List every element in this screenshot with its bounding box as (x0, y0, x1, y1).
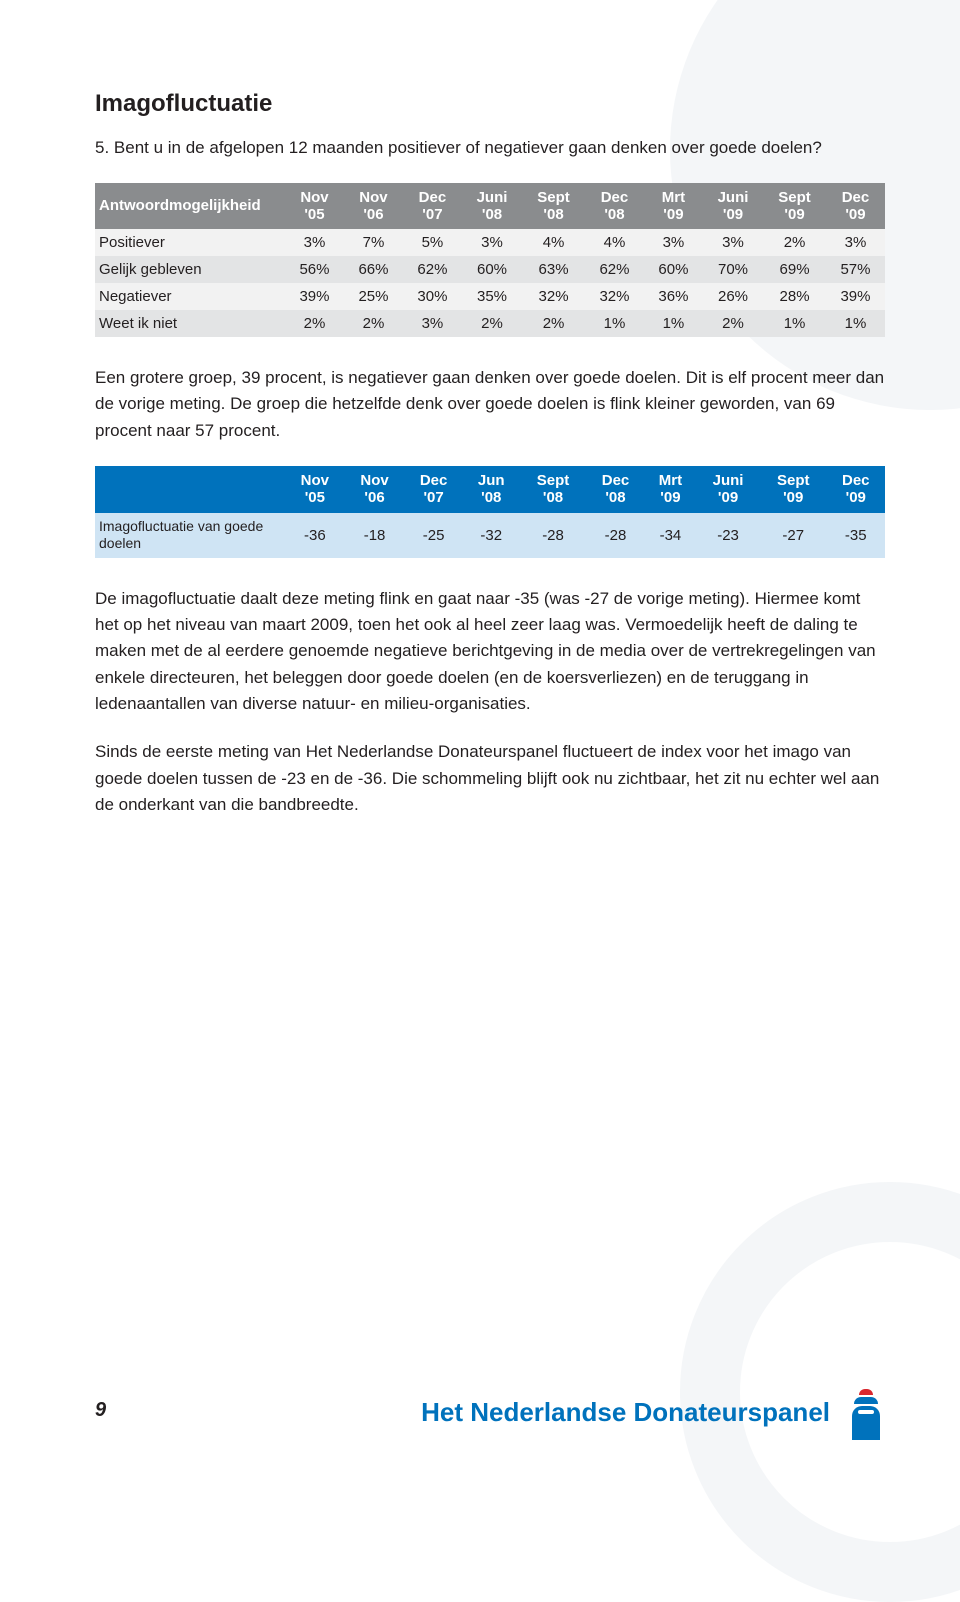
table1-row-0: Positiever3%7%5%3%4%4%3%3%2%3% (95, 229, 885, 256)
table1-row-3-val-5: 1% (585, 310, 644, 337)
table2-period-4: Sept'08 (520, 466, 587, 513)
table2-period-2: Dec'07 (404, 466, 462, 513)
table2-period-3: Jun'08 (463, 466, 520, 513)
table1-row-1-label: Gelijk gebleven (95, 256, 285, 283)
page-content: Imagofluctuatie 5. Bent u in de afgelope… (0, 0, 960, 818)
table2-val-1: -18 (345, 513, 405, 558)
table1-row-3-val-4: 2% (522, 310, 585, 337)
table2-val-8: -27 (760, 513, 827, 558)
table2-val-5: -28 (586, 513, 644, 558)
table2-period-0: Nov'05 (285, 466, 345, 513)
table2-period-7: Juni'09 (696, 466, 760, 513)
table1-period-0: Nov'05 (285, 183, 344, 230)
table1-row-1-val-6: 60% (644, 256, 703, 283)
table1-period-5: Dec'08 (585, 183, 644, 230)
section-title: Imagofluctuatie (95, 90, 885, 118)
table2-header-label (95, 466, 285, 513)
table2-period-8: Sept'09 (760, 466, 827, 513)
table1-row-3-val-8: 1% (763, 310, 826, 337)
table1-row-0-val-8: 2% (763, 229, 826, 256)
footer-brand: Het Nederlandse Donateurspanel (421, 1397, 830, 1428)
table1-row-1-val-7: 70% (703, 256, 763, 283)
table2-val-2: -25 (404, 513, 462, 558)
table2-period-1: Nov'06 (345, 466, 405, 513)
table1-row-2-val-4: 32% (522, 283, 585, 310)
table1-row-2-val-5: 32% (585, 283, 644, 310)
table1-row-2-val-6: 36% (644, 283, 703, 310)
table1-row-0-val-6: 3% (644, 229, 703, 256)
table1-period-7: Juni'09 (703, 183, 763, 230)
table1-row-2-val-9: 39% (826, 283, 885, 310)
table1-row-1-val-4: 63% (522, 256, 585, 283)
table1-row-3-val-1: 2% (344, 310, 403, 337)
table1-row-2-val-8: 28% (763, 283, 826, 310)
table1-row-0-val-2: 5% (403, 229, 462, 256)
table2-val-0: -36 (285, 513, 345, 558)
table1-header-row: Antwoordmogelijkheid Nov'05 Nov'06 Dec'0… (95, 183, 885, 230)
table1-row-3-label: Weet ik niet (95, 310, 285, 337)
table1-row-0-val-3: 3% (462, 229, 522, 256)
table1-row-2-val-1: 25% (344, 283, 403, 310)
table2-row-label: Imagofluctuatie van goede doelen (95, 513, 285, 558)
table2-val-4: -28 (520, 513, 587, 558)
table1-period-1: Nov'06 (344, 183, 403, 230)
table1-row-3-val-0: 2% (285, 310, 344, 337)
table1-row-1-val-5: 62% (585, 256, 644, 283)
table1-row-3-val-9: 1% (826, 310, 885, 337)
table2-val-7: -23 (696, 513, 760, 558)
table1-row-0-label: Positiever (95, 229, 285, 256)
table1-row-1-val-0: 56% (285, 256, 344, 283)
table1-period-2: Dec'07 (403, 183, 462, 230)
table2-period-6: Mrt'09 (645, 466, 696, 513)
table-antwoordmogelijkheid: Antwoordmogelijkheid Nov'05 Nov'06 Dec'0… (95, 183, 885, 338)
table1-row-3-val-7: 2% (703, 310, 763, 337)
table1-row-3: Weet ik niet2%2%3%2%2%1%1%2%1%1% (95, 310, 885, 337)
donation-box-icon (846, 1382, 886, 1440)
table1-row-0-val-1: 7% (344, 229, 403, 256)
table1-row-1-val-3: 60% (462, 256, 522, 283)
paragraph-2: De imagofluctuatie daalt deze meting fli… (95, 586, 885, 718)
table1-row-1: Gelijk gebleven56%66%62%60%63%62%60%70%6… (95, 256, 885, 283)
table2-header-row: Nov'05 Nov'06 Dec'07 Jun'08 Sept'08 Dec'… (95, 466, 885, 513)
table1-period-3: Juni'08 (462, 183, 522, 230)
table1-header-label: Antwoordmogelijkheid (95, 183, 285, 230)
table1-row-1-val-8: 69% (763, 256, 826, 283)
page-number: 9 (95, 1399, 106, 1422)
table2-row: Imagofluctuatie van goede doelen -36 -18… (95, 513, 885, 558)
table1-period-8: Sept'09 (763, 183, 826, 230)
table1-row-2-val-3: 35% (462, 283, 522, 310)
table1-row-2-val-0: 39% (285, 283, 344, 310)
table1-row-3-val-6: 1% (644, 310, 703, 337)
table1-row-1-val-9: 57% (826, 256, 885, 283)
table-imagofluctuatie: Nov'05 Nov'06 Dec'07 Jun'08 Sept'08 Dec'… (95, 466, 885, 558)
table2-period-5: Dec'08 (586, 466, 644, 513)
table1-period-6: Mrt'09 (644, 183, 703, 230)
paragraph-1: Een grotere groep, 39 procent, is negati… (95, 365, 885, 444)
table1-row-0-val-0: 3% (285, 229, 344, 256)
table2-val-3: -32 (463, 513, 520, 558)
table1-row-2-val-7: 26% (703, 283, 763, 310)
table1-row-1-val-2: 62% (403, 256, 462, 283)
table1-row-0-val-9: 3% (826, 229, 885, 256)
table1-row-0-val-5: 4% (585, 229, 644, 256)
table1-row-2: Negatiever39%25%30%35%32%32%36%26%28%39% (95, 283, 885, 310)
bg-shape-bottom (680, 1182, 960, 1602)
table1-row-3-val-2: 3% (403, 310, 462, 337)
table2-period-9: Dec'09 (827, 466, 885, 513)
table2-val-9: -35 (827, 513, 885, 558)
table1-row-3-val-3: 2% (462, 310, 522, 337)
table1-period-4: Sept'08 (522, 183, 585, 230)
table1-row-0-val-7: 3% (703, 229, 763, 256)
question-text: 5. Bent u in de afgelopen 12 maanden pos… (95, 136, 885, 161)
table2-val-6: -34 (645, 513, 696, 558)
table1-period-9: Dec'09 (826, 183, 885, 230)
paragraph-3: Sinds de eerste meting van Het Nederland… (95, 739, 885, 818)
table1-row-2-val-2: 30% (403, 283, 462, 310)
table1-row-2-label: Negatiever (95, 283, 285, 310)
table1-row-0-val-4: 4% (522, 229, 585, 256)
table1-row-1-val-1: 66% (344, 256, 403, 283)
